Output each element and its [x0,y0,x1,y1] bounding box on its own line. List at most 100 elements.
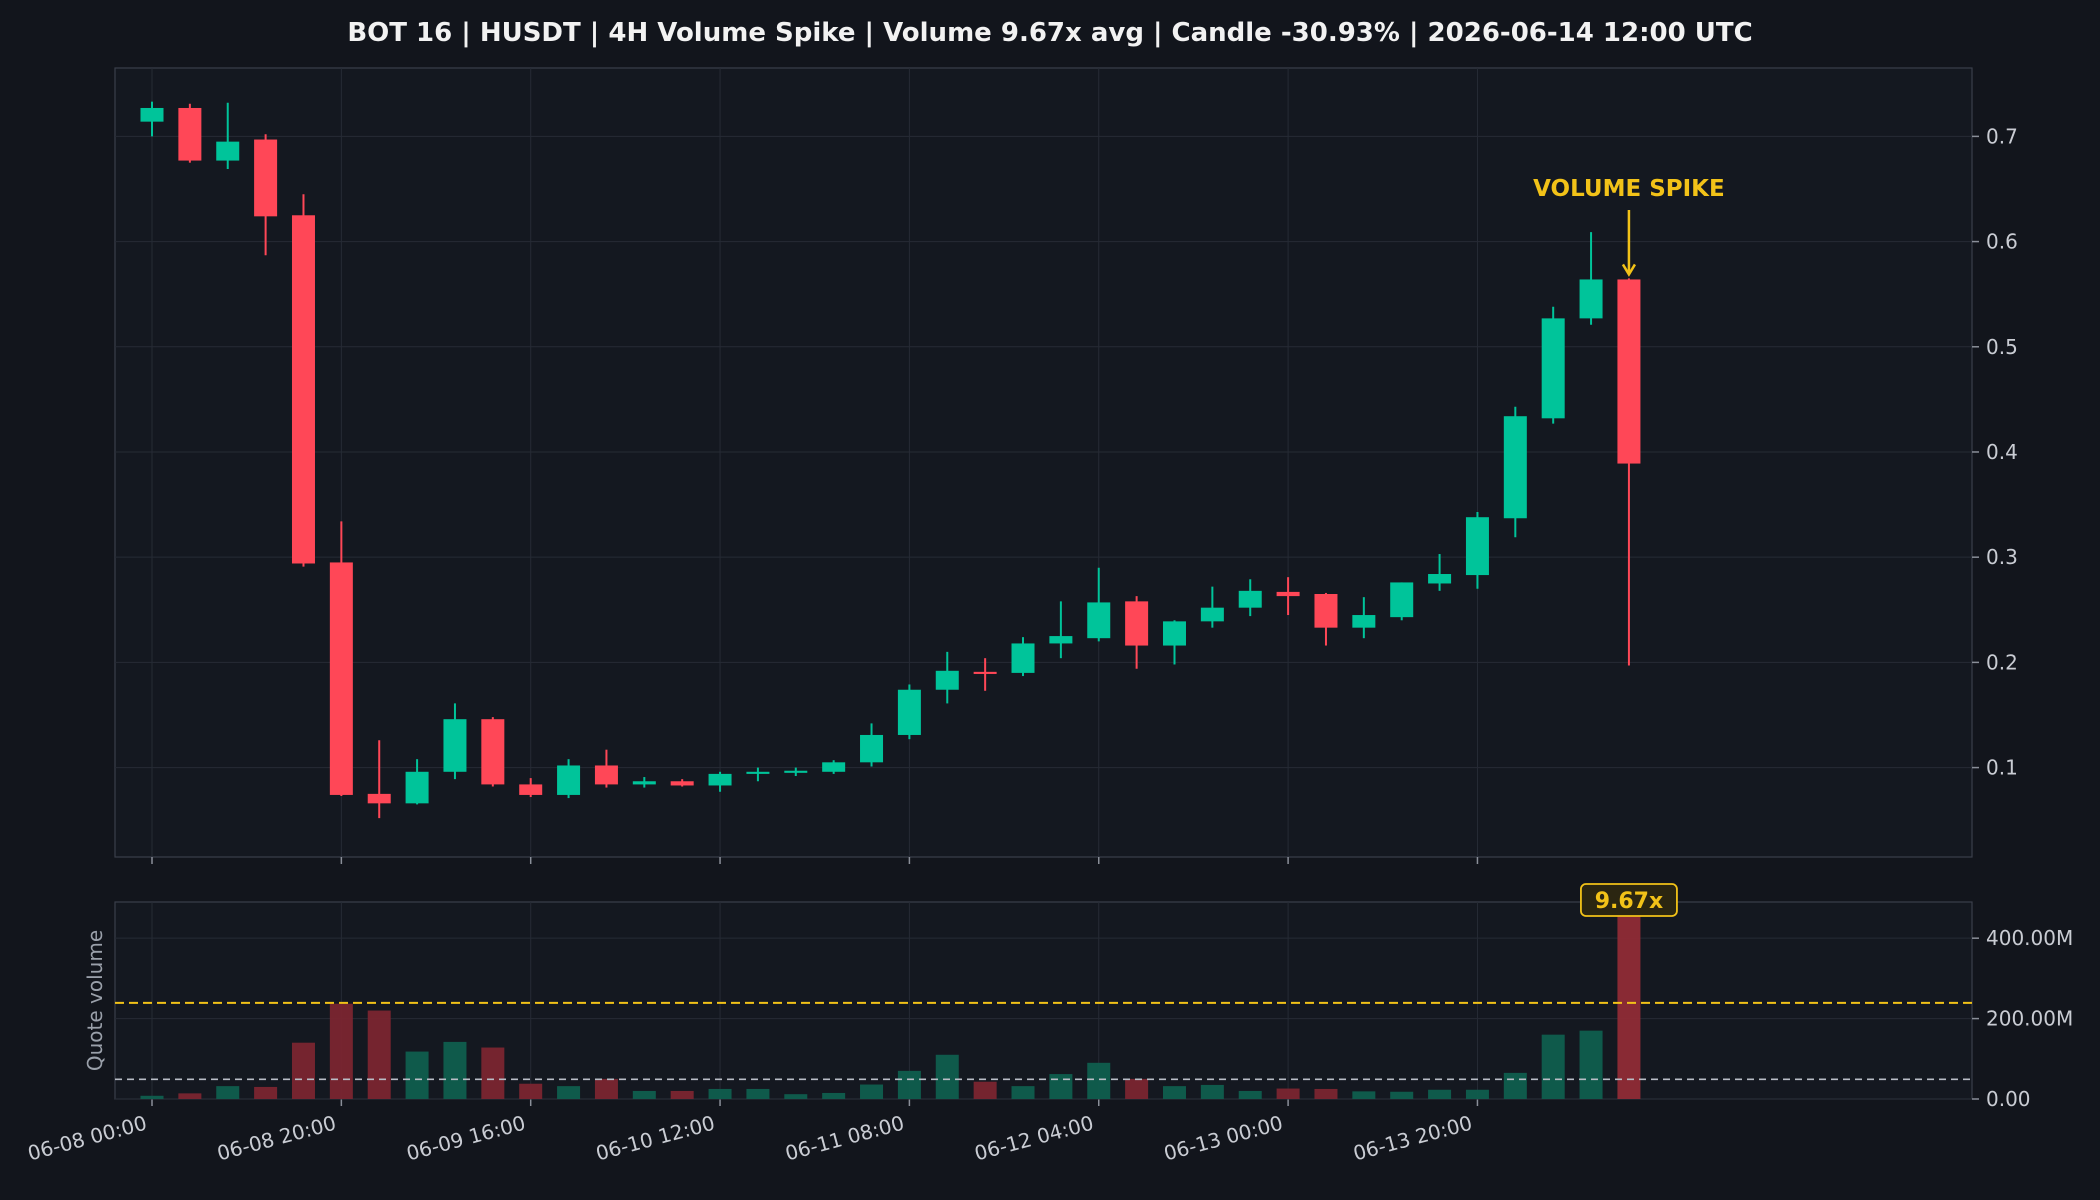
x-tick-label: 06-09 16:00 [404,1111,528,1166]
candle-body [1465,517,1489,576]
volume-bar [1428,1089,1452,1099]
volume-spike-annotation: VOLUME SPIKE [1533,176,1725,202]
candle-body [1125,601,1149,646]
volume-bar [291,1042,315,1099]
volume-bar [594,1078,618,1099]
spike-ratio-badge [1580,883,1678,917]
volume-bar [973,1081,997,1099]
price-y-tick-label: 0.2 [1986,650,2018,674]
price-y-tick-label: 0.4 [1986,440,2018,464]
volume-bar [216,1086,240,1099]
volume-bar [519,1083,543,1099]
volume-bar [254,1086,278,1099]
candle-body [1503,416,1527,519]
annotation-arrow-head [1621,263,1637,277]
volume-bar [1390,1091,1414,1099]
x-tick-label: 06-10 12:00 [593,1111,717,1166]
candle-body [746,771,770,774]
volume-bar [860,1084,884,1099]
volume-bar [632,1090,656,1099]
volume-bar [670,1090,694,1099]
volume-bar [935,1054,959,1099]
volume-bar [746,1088,770,1099]
candle-body [594,765,618,785]
volume-bar [557,1086,581,1099]
volume-panel [114,901,1973,1100]
candle-body [1617,279,1641,464]
volume-y-tick-label: 0.00 [1986,1087,2031,1111]
candle-body [1579,279,1603,319]
volume-bar [1352,1091,1376,1099]
candle-body [670,781,694,786]
candle-body [1200,607,1224,622]
volume-bar [1579,1030,1603,1099]
volume-y-tick-label: 200.00M [1986,1007,2073,1031]
x-tick-label: 06-08 00:00 [25,1111,149,1166]
volume-bar [1276,1088,1300,1099]
candle-body [367,793,391,804]
price-panel [114,67,1973,858]
volume-axis-label: Quote volume [83,930,107,1071]
volume-bar [443,1041,467,1099]
candle-body [935,670,959,690]
volume-bar [1049,1074,1073,1099]
volume-bar [1314,1088,1338,1099]
candle-body [1390,582,1414,618]
candle-body [1276,591,1300,597]
volume-bar [1617,902,1641,1099]
candle-body [216,141,240,161]
volume-bar [178,1093,202,1099]
volume-bar [1238,1090,1262,1099]
volume-bar [1087,1062,1111,1099]
candle-body [291,215,315,564]
price-y-tick-label: 0.7 [1986,124,2018,148]
price-y-tick-label: 0.3 [1986,545,2018,569]
candle-body [1541,318,1565,419]
volume-bar [1503,1072,1527,1099]
volume-bar [367,1010,391,1099]
x-tick-label: 06-11 08:00 [783,1111,907,1166]
candle-body [140,107,164,122]
candle-body [973,671,997,674]
volume-bar [1125,1078,1149,1099]
candle-body [1238,590,1262,608]
candle-body [1314,594,1338,628]
volume-bar [1011,1086,1035,1099]
candle-body [860,734,884,763]
candle-body [1087,602,1111,639]
candle-body [1011,643,1035,673]
volume-bar [405,1051,429,1099]
candle-body [443,719,467,772]
volume-bar [1162,1086,1186,1099]
price-y-tick-label: 0.6 [1986,230,2018,254]
candle-body [1428,574,1452,584]
volume-bar [822,1092,846,1099]
candle-body [784,770,808,773]
candle-body [405,771,429,804]
volume-y-tick-label: 400.00M [1986,926,2073,950]
x-tick-label: 06-13 00:00 [1161,1111,1285,1166]
candle-body [897,689,921,735]
x-tick-label: 06-12 04:00 [972,1111,1096,1166]
chart-title: BOT 16 | HUSDT | 4H Volume Spike | Volum… [347,18,1753,48]
candle-body [1352,615,1376,628]
volume-bar [329,1003,353,1099]
volume-bar [1541,1034,1565,1099]
candle-body [481,719,505,785]
volume-bar [1465,1089,1489,1099]
price-y-tick-label: 0.1 [1986,756,2018,780]
candle-body [822,762,846,772]
price-y-tick-label: 0.5 [1986,335,2018,359]
x-tick-label: 06-08 20:00 [214,1111,338,1166]
x-tick-label: 06-13 20:00 [1351,1111,1475,1166]
candle-body [178,107,202,161]
volume-bar [481,1047,505,1099]
candle-body [632,781,656,785]
candle-body [557,765,581,795]
candle-body [708,773,732,786]
candle-body [1162,621,1186,646]
candle-body [254,139,278,217]
volume-bar [140,1095,164,1099]
